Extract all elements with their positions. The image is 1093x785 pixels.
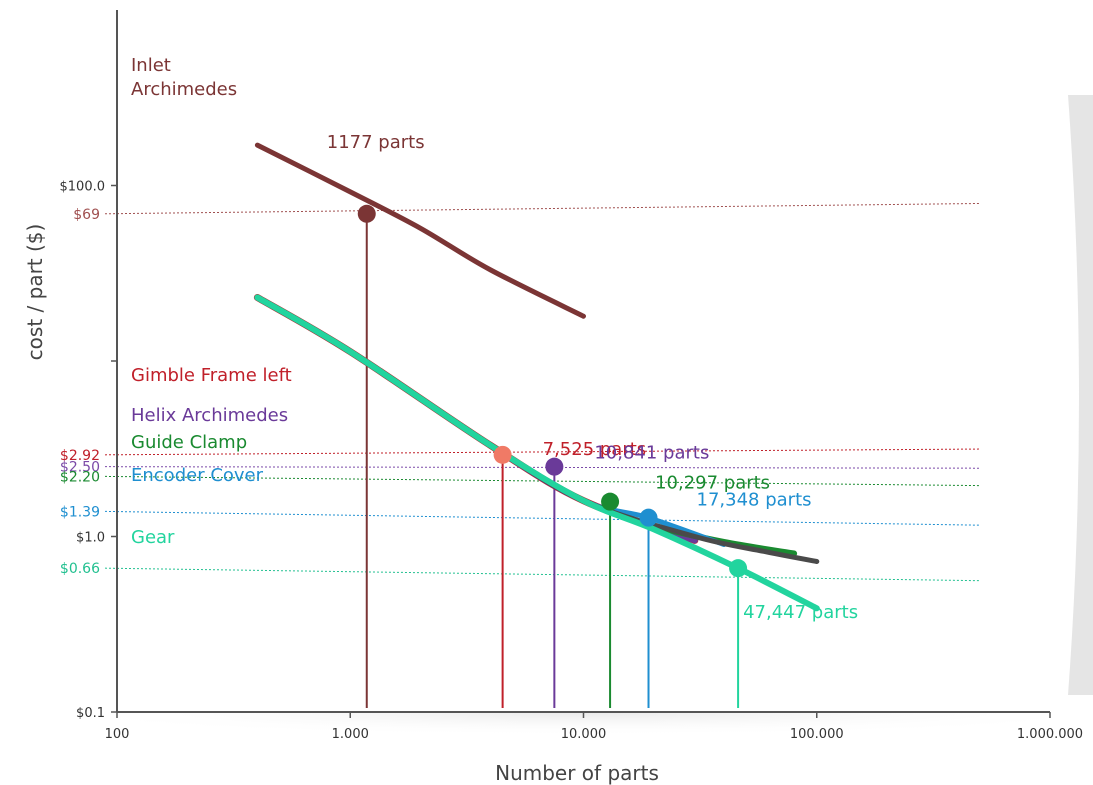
series-line-inlet-archimedes <box>254 142 586 319</box>
price-label-gear: $0.66 <box>60 561 100 577</box>
price-line-inlet-archimedes <box>104 202 981 215</box>
labels-layer: $69 $2.92$2.50$2.20 $1.39 $0.66 1177 parts 7,… <box>60 55 858 623</box>
series-name-label-guide-clamp: Guide Clamp <box>131 432 247 453</box>
series-name-label-inlet-archimedes: Archimedes <box>131 79 237 100</box>
y-tick-label: $1.0 <box>76 531 105 546</box>
y-tick-label: $0.1 <box>76 706 105 721</box>
series-name-label-gimble-frame-left: Gimble Frame left <box>131 365 292 386</box>
breakeven-point-helix-archimedes <box>545 457 564 476</box>
breakeven-point-inlet-archimedes <box>357 204 376 223</box>
parts-label-inlet-archimedes: 1177 parts <box>327 132 425 153</box>
breakeven-point-gear <box>729 559 748 578</box>
parts-label-gear: 47,447 parts <box>743 602 858 623</box>
series-name-label-helix-archimedes: Helix Archimedes <box>131 405 288 426</box>
points-layer <box>357 204 748 578</box>
x-tick-label: 100.000 <box>790 727 844 742</box>
axes-layer: 100 1.000 10.000 100.000 1.000.000 $0.1 $1.0 $1… <box>60 10 1083 742</box>
breakeven-point-guide-clamp <box>601 492 620 511</box>
series-name-label-gear: Gear <box>131 527 175 548</box>
x-tick-label: 10.000 <box>561 727 607 742</box>
x-tick-label: 1.000.000 <box>1017 727 1083 742</box>
parts-label-guide-clamp: 10,297 parts <box>655 473 770 494</box>
x-axis-title: Number of parts <box>495 761 659 785</box>
right-shadow-decoration <box>1068 95 1093 695</box>
series-name-label-encoder-cover: Encoder Cover <box>131 465 264 486</box>
bottom-shadow-decoration <box>120 712 1050 752</box>
price-label-guide-clamp: $2.20 <box>60 469 100 485</box>
price-label-helix-archimedes: $2.50 <box>60 460 100 476</box>
y-axis-title: cost / part ($) <box>23 224 47 361</box>
price-line-encoder-cover <box>104 510 981 526</box>
y-tick-label: $100.0 <box>60 180 106 195</box>
series-name-label-inlet-archimedes: Inlet <box>131 55 171 76</box>
breakeven-point-gimble-frame-left <box>493 445 512 464</box>
x-tick-label: 1.000 <box>332 727 369 742</box>
series-line-baseline-5 <box>254 295 820 564</box>
price-line-helix-archimedes <box>104 466 981 469</box>
price-label-gimble-frame-left: $2.92 <box>60 448 100 464</box>
breakeven-point-encoder-cover <box>639 508 658 527</box>
price-label-inlet-archimedes: $69 <box>73 207 100 223</box>
parts-label-gimble-frame-left: 7,525 parts <box>543 439 647 460</box>
price-label-encoder-cover: $1.39 <box>60 504 100 520</box>
parts-label-helix-archimedes: 10,841 parts <box>594 443 709 464</box>
price-lines-layer <box>104 202 981 582</box>
x-tick-label: 100 <box>105 727 130 742</box>
curves-layer <box>253 142 820 612</box>
drop-lines-layer <box>365 213 740 708</box>
price-line-gear <box>104 567 981 582</box>
price-line-gimble-frame-left <box>104 448 981 456</box>
parts-label-encoder-cover: 17,348 parts <box>697 490 812 511</box>
